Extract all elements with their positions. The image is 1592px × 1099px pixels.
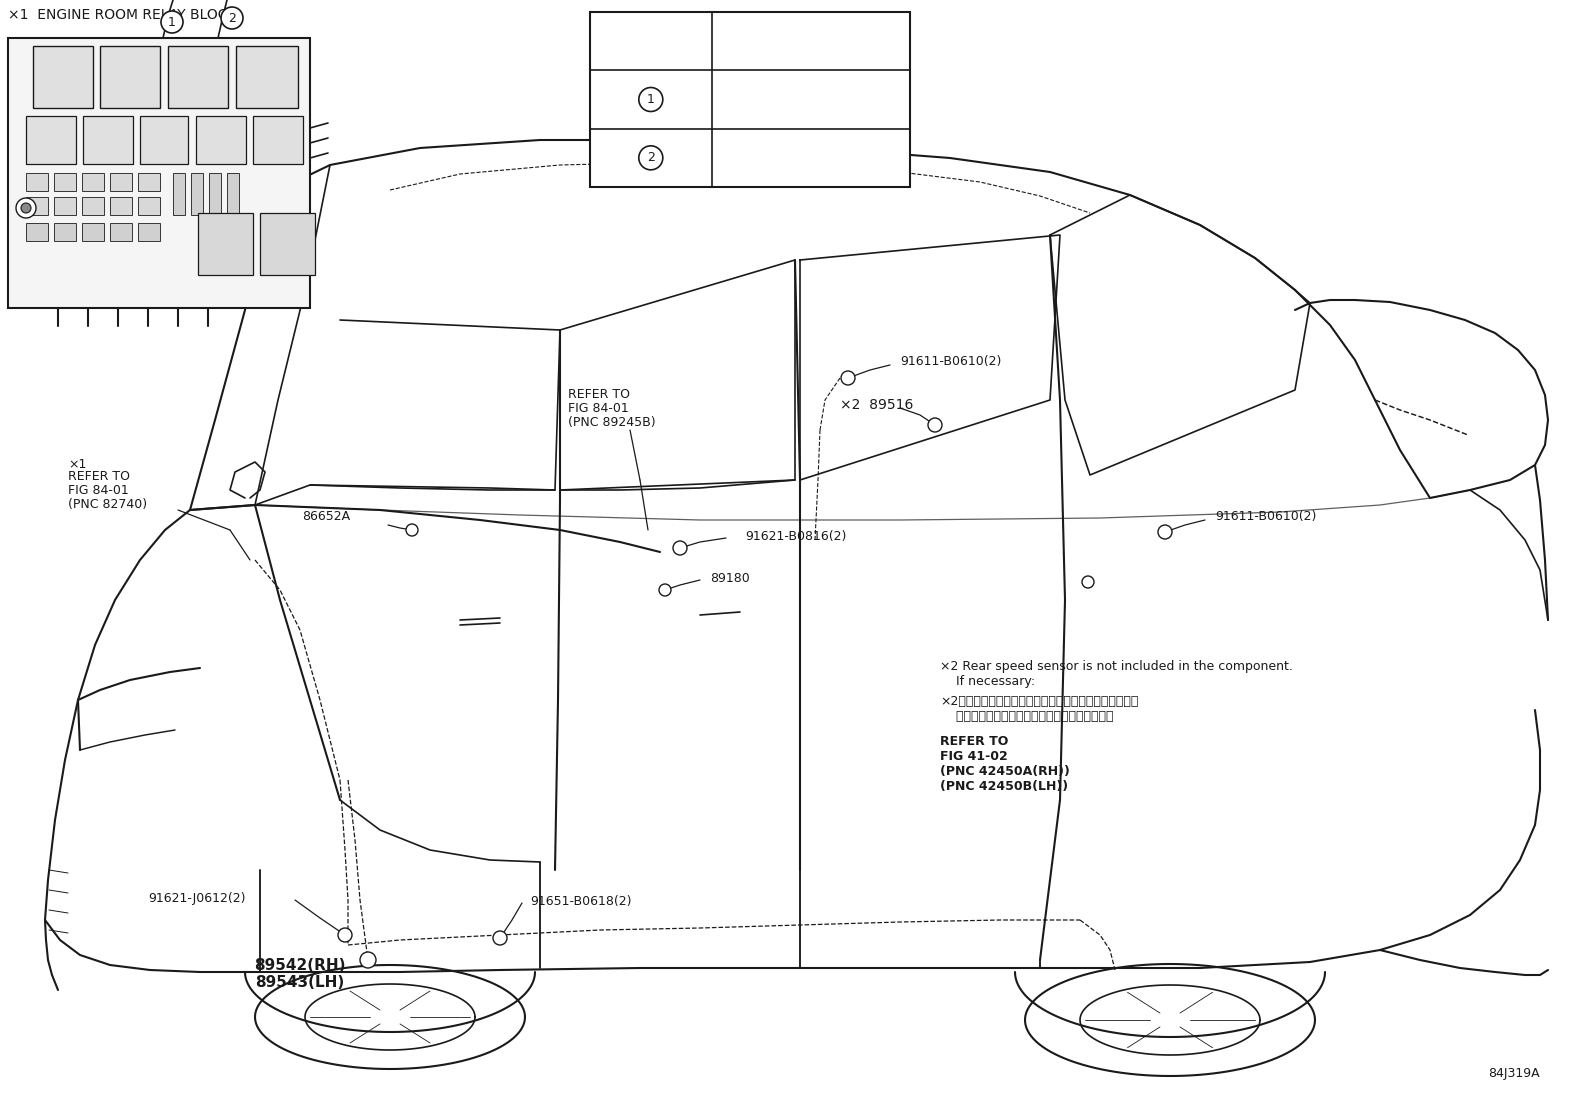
Bar: [591, 12, 911, 187]
Text: 91621-B0816(2): 91621-B0816(2): [745, 530, 847, 543]
Text: FIG 84-01: FIG 84-01: [68, 484, 129, 497]
Bar: [83, 116, 134, 164]
Text: ×2リヤスピードセンサーは構成に含まれておりません。: ×2リヤスピードセンサーは構成に含まれておりません。: [939, 695, 1138, 708]
Text: 1: 1: [169, 15, 177, 29]
Text: 84J319A: 84J319A: [1489, 1067, 1539, 1080]
Circle shape: [16, 198, 37, 218]
Bar: [83, 197, 103, 215]
Text: センサが必要な場合は下記を参照して下さい。: センサが必要な場合は下記を参照して下さい。: [939, 710, 1113, 723]
Text: REFER TO: REFER TO: [68, 470, 131, 482]
Bar: [83, 223, 103, 241]
Text: 91611-B0610(2): 91611-B0610(2): [1215, 510, 1317, 523]
Text: 89543(LH): 89543(LH): [255, 975, 344, 990]
Bar: [191, 173, 204, 215]
Text: ×2  89516: ×2 89516: [841, 398, 914, 412]
Circle shape: [161, 11, 183, 33]
Text: 89180: 89180: [710, 571, 750, 585]
Bar: [54, 197, 76, 215]
Text: (PNC 82740): (PNC 82740): [68, 498, 146, 511]
Circle shape: [1083, 576, 1094, 588]
Text: 88263E: 88263E: [777, 148, 845, 167]
Bar: [25, 173, 48, 191]
Circle shape: [1157, 525, 1172, 539]
Bar: [110, 197, 132, 215]
Text: 88263A: 88263A: [775, 90, 845, 109]
Text: REFER TO: REFER TO: [568, 388, 630, 401]
Circle shape: [406, 524, 419, 536]
Text: If necessary:: If necessary:: [939, 675, 1035, 688]
Text: ×1  ENGINE ROOM RELAY BLOCK: ×1 ENGINE ROOM RELAY BLOCK: [8, 8, 237, 22]
Text: 91611-B0610(2): 91611-B0610(2): [899, 355, 1001, 368]
Circle shape: [659, 584, 670, 596]
Bar: [25, 197, 48, 215]
Bar: [25, 116, 76, 164]
Text: 91621-J0612(2): 91621-J0612(2): [148, 892, 245, 904]
Text: 86652A: 86652A: [302, 510, 350, 523]
Bar: [83, 173, 103, 191]
Bar: [100, 46, 161, 108]
Bar: [25, 223, 48, 241]
Bar: [259, 213, 315, 275]
Text: 91651-B0618(2): 91651-B0618(2): [530, 895, 632, 908]
Bar: [33, 46, 92, 108]
Circle shape: [928, 418, 942, 432]
Circle shape: [673, 541, 688, 555]
Text: (PNC 89245B): (PNC 89245B): [568, 417, 656, 429]
Bar: [174, 173, 185, 215]
Circle shape: [360, 952, 376, 968]
Text: FIG 84-01: FIG 84-01: [568, 402, 629, 415]
Bar: [140, 116, 188, 164]
Bar: [197, 213, 253, 275]
Text: REFER TO: REFER TO: [939, 735, 1008, 748]
Text: FIG 41-02: FIG 41-02: [939, 750, 1008, 763]
Circle shape: [638, 146, 662, 170]
Circle shape: [221, 7, 244, 29]
Text: 2: 2: [646, 152, 654, 165]
Circle shape: [638, 88, 662, 111]
Bar: [8, 38, 310, 308]
Text: NO.: NO.: [637, 34, 664, 48]
Bar: [253, 116, 302, 164]
Text: ×2 Rear speed sensor is not included in the component.: ×2 Rear speed sensor is not included in …: [939, 660, 1293, 673]
Circle shape: [338, 928, 352, 942]
Bar: [54, 173, 76, 191]
Circle shape: [21, 203, 30, 213]
Bar: [228, 173, 239, 215]
Bar: [139, 197, 161, 215]
Text: 89542(RH): 89542(RH): [255, 958, 345, 973]
Bar: [110, 173, 132, 191]
Circle shape: [841, 371, 855, 385]
Text: (PNC 42450A(RH)): (PNC 42450A(RH)): [939, 765, 1070, 778]
Bar: [110, 223, 132, 241]
Bar: [139, 173, 161, 191]
Text: 2: 2: [228, 11, 236, 24]
Text: ×1: ×1: [68, 458, 86, 471]
Bar: [169, 46, 228, 108]
Bar: [54, 223, 76, 241]
Circle shape: [494, 931, 506, 945]
Bar: [139, 223, 161, 241]
Text: PNC: PNC: [794, 34, 826, 48]
Bar: [196, 116, 247, 164]
Bar: [209, 173, 221, 215]
Bar: [236, 46, 298, 108]
Text: 1: 1: [646, 93, 654, 106]
Text: (PNC 42450B(LH)): (PNC 42450B(LH)): [939, 780, 1068, 793]
